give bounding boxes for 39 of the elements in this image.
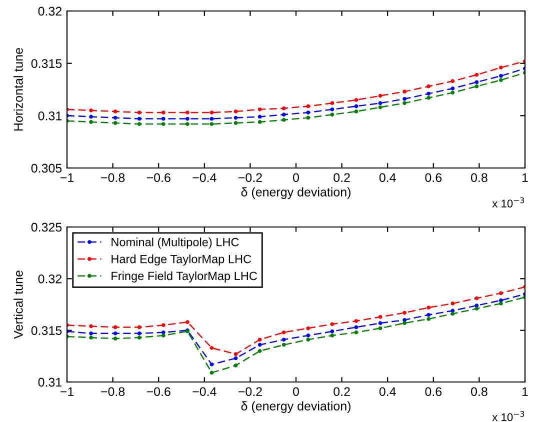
x-tick-label: −0.8 <box>101 387 125 396</box>
x-tick-label: 0.8 <box>471 173 488 182</box>
x-tick-label: −0.4 <box>192 387 216 396</box>
x-axis-title: δ (energy deviation) <box>241 401 350 413</box>
y-axis-title: Horizontal tune <box>14 48 23 131</box>
x-tick-label: 0.2 <box>334 173 350 182</box>
x-tick-label: 0.4 <box>379 173 396 182</box>
x-tick-label: 0.2 <box>334 387 350 396</box>
x-tick-label: −0.2 <box>238 173 262 182</box>
x-tick-label: −0.2 <box>238 387 262 396</box>
x-tick-label: −1 <box>60 173 74 182</box>
y-tick-label: 0.315 <box>31 59 62 68</box>
x-tick-label: 1 <box>522 173 528 182</box>
x-tick-label: −0.4 <box>192 173 216 182</box>
x-tick-label: 0.8 <box>471 387 488 396</box>
legend-label: Hard Edge TaylorMap LHC <box>112 254 252 266</box>
x-axis-title: δ (energy deviation) <box>241 187 350 199</box>
legend-label: Fringe Field TaylorMap LHC <box>112 271 257 282</box>
y-tick-label: 0.31 <box>38 111 62 120</box>
x-tick-label: −0.6 <box>146 387 170 396</box>
x-tick-label: 1 <box>522 387 528 396</box>
x-tick-label: 0.6 <box>425 173 442 182</box>
legend-label: Nominal (Multipole) LHC <box>112 238 239 249</box>
y-tick-label: 0.31 <box>38 378 62 387</box>
x-tick-label: −1 <box>60 387 74 396</box>
x-tick-label: 0.4 <box>379 387 396 396</box>
x-tick-label: 0 <box>293 387 299 396</box>
x-tick-label: −0.8 <box>101 173 125 182</box>
x-tick-label: −0.6 <box>146 173 170 182</box>
y-tick-label: 0.32 <box>38 274 62 284</box>
x-tick-label: 0.6 <box>425 387 442 396</box>
y-axis-title: Vertical tune <box>14 270 23 339</box>
x-tick-label: 0 <box>293 173 299 182</box>
y-tick-label: 0.305 <box>31 164 62 173</box>
y-tick-label: 0.315 <box>31 326 62 335</box>
text: x 10$^{−3}$ <box>492 410 524 422</box>
y-tick-label: 0.325 <box>31 222 62 232</box>
y-tick-label: 0.32 <box>38 6 62 16</box>
text: x 10$^{−3}$ <box>492 197 524 208</box>
